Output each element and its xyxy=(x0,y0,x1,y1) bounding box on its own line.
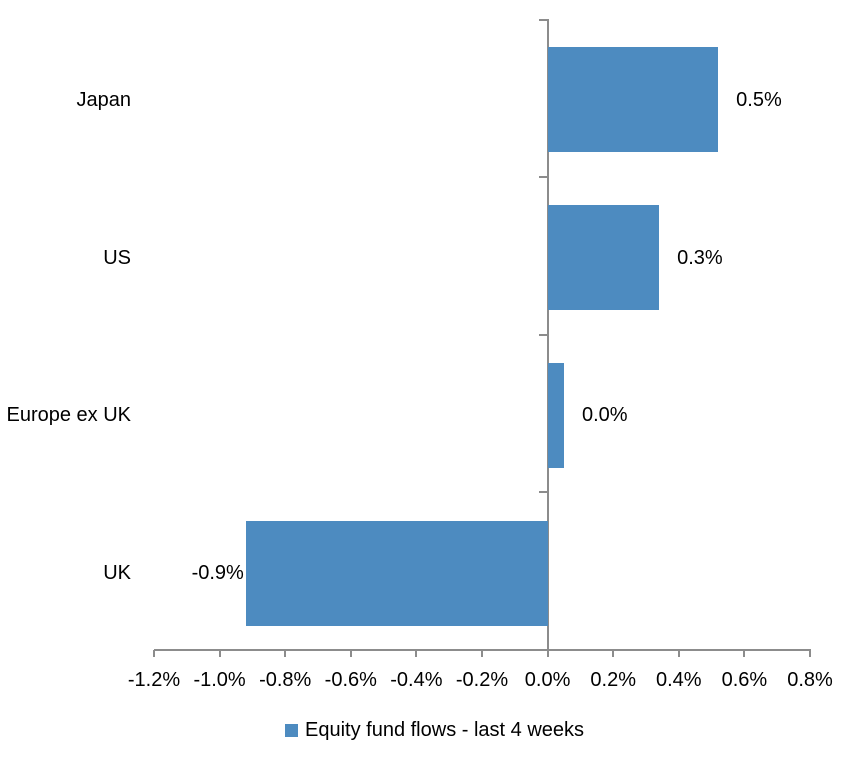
legend-label: Equity fund flows - last 4 weeks xyxy=(305,719,585,741)
x-tick-label: -1.0% xyxy=(193,669,246,691)
bar-japan xyxy=(547,47,719,153)
bar-europe-ex-uk xyxy=(547,362,564,468)
x-axis-tick xyxy=(284,650,287,657)
value-label: 0.5% xyxy=(736,88,782,111)
bar-us xyxy=(547,205,660,311)
x-tick-label: -0.6% xyxy=(324,669,377,691)
x-tick-label: 0.4% xyxy=(656,669,702,691)
x-axis-tick xyxy=(809,650,811,657)
x-tick-label: 0.8% xyxy=(787,669,833,691)
x-axis-tick xyxy=(153,650,155,657)
value-label: 0.3% xyxy=(677,246,723,269)
legend-swatch-icon xyxy=(285,723,298,737)
value-label: -0.9% xyxy=(191,562,244,585)
x-tick-label: -1.2% xyxy=(127,669,181,691)
y-axis-tick xyxy=(538,491,548,494)
category-label: Japan xyxy=(76,88,132,111)
y-axis-tick xyxy=(538,19,548,21)
x-axis-tick xyxy=(349,650,352,657)
x-axis-tick xyxy=(481,650,483,657)
bar-uk xyxy=(245,520,548,626)
x-tick-label: -0.4% xyxy=(390,669,443,691)
x-axis-tick xyxy=(546,650,549,657)
x-tick-label: -0.2% xyxy=(455,669,509,691)
x-axis-tick xyxy=(677,650,680,657)
y-axis-line xyxy=(546,19,549,657)
x-tick-label: 0.2% xyxy=(590,669,636,691)
x-axis-tick xyxy=(612,650,615,657)
category-label: US xyxy=(103,246,131,269)
category-label: UK xyxy=(103,562,131,585)
x-tick-label: 0.6% xyxy=(721,669,768,691)
x-axis-tick xyxy=(415,650,418,657)
value-label: 0.0% xyxy=(582,404,628,427)
y-axis-tick xyxy=(538,175,548,178)
x-axis-tick xyxy=(743,650,746,657)
x-tick-label: 0.0% xyxy=(524,669,571,691)
category-label: Europe ex UK xyxy=(6,404,131,427)
x-axis-tick xyxy=(218,650,221,657)
y-axis-tick xyxy=(538,333,548,336)
x-tick-label: -0.8% xyxy=(259,669,312,691)
legend: Equity fund flows - last 4 weeks xyxy=(285,717,584,743)
